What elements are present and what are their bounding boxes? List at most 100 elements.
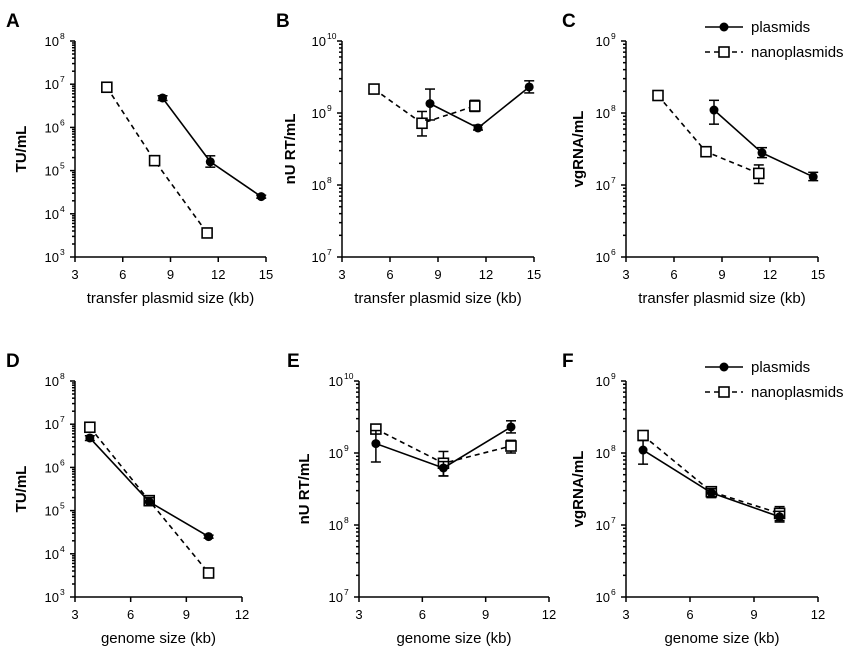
data-point-nanoplasmids <box>148 154 161 167</box>
x-tick-label: 12 <box>811 607 825 622</box>
x-tick-label: 12 <box>479 267 493 282</box>
data-point-nanoplasmids <box>752 167 765 180</box>
x-tick-label: 6 <box>670 267 677 282</box>
y-tick-exponent: 8 <box>60 371 65 381</box>
legend: plasmids nanoplasmids <box>705 359 844 401</box>
data-point-nanoplasmids <box>368 83 380 95</box>
x-axis-title: genome size (kb) <box>101 630 216 647</box>
y-tick-label: 10 <box>329 374 343 389</box>
x-axis-title: genome size (kb) <box>396 630 511 647</box>
series-line <box>713 109 814 178</box>
data-point-plasmids <box>204 532 214 542</box>
series-plasmids <box>709 99 819 182</box>
y-axis-title: TU/mL <box>13 126 30 173</box>
x-tick-label: 12 <box>542 607 556 622</box>
data-point-plasmids <box>757 148 767 158</box>
data-point-nanoplasmids <box>416 117 428 130</box>
y-tick-exponent: 4 <box>60 204 65 214</box>
series-plasmids <box>157 93 267 202</box>
series-plasmids <box>638 439 785 523</box>
panel-label: D <box>6 351 20 372</box>
y-tick-exponent: 5 <box>60 501 65 511</box>
legend: plasmids nanoplasmids <box>705 19 844 61</box>
series-line <box>642 434 780 515</box>
y-tick-label: 10 <box>596 446 610 461</box>
legend-label: plasmids <box>751 19 810 36</box>
y-tick-label: 10 <box>45 164 59 179</box>
x-tick-label: 3 <box>71 607 78 622</box>
y-axis-title: nU RT/mL <box>296 454 313 525</box>
x-tick-label: 9 <box>434 267 441 282</box>
y-tick-label: 10 <box>45 207 59 222</box>
x-tick-label: 3 <box>355 607 362 622</box>
y-tick-label: 10 <box>596 518 610 533</box>
y-tick-exponent: 7 <box>344 587 349 597</box>
series-nanoplasmids <box>652 89 765 185</box>
data-point-nanoplasmids <box>652 89 664 102</box>
legend-item-nanoplasmids: nanoplasmids <box>705 384 844 401</box>
y-tick-exponent: 6 <box>60 117 65 127</box>
y-tick-label: 10 <box>312 106 326 121</box>
y-tick-label: 10 <box>312 34 326 49</box>
y-tick-label: 10 <box>45 250 59 265</box>
y-tick-label: 10 <box>596 178 610 193</box>
x-tick-label: 6 <box>419 607 426 622</box>
y-axis-title: nU RT/mL <box>282 114 299 185</box>
legend-item-nanoplasmids: nanoplasmids <box>705 44 844 61</box>
y-tick-exponent: 10 <box>327 31 337 41</box>
y-tick-label: 10 <box>329 518 343 533</box>
y-tick-exponent: 8 <box>611 443 616 453</box>
x-tick-label: 9 <box>750 607 757 622</box>
data-point-plasmids <box>473 123 483 133</box>
series-line <box>106 86 208 234</box>
y-tick-exponent: 7 <box>611 175 616 185</box>
legend-item-plasmids: plasmids <box>705 19 810 36</box>
data-point-plasmids <box>638 445 648 455</box>
data-point-plasmids <box>158 93 168 103</box>
data-point-nanoplasmids <box>505 440 517 452</box>
data-point-plasmids <box>808 172 818 182</box>
x-tick-label: 3 <box>71 267 78 282</box>
legend-label: nanoplasmids <box>751 384 844 401</box>
data-point-plasmids <box>371 439 381 449</box>
y-tick-exponent: 8 <box>344 515 349 525</box>
x-axis-title: transfer plasmid size (kb) <box>638 290 806 307</box>
data-point-plasmids <box>144 497 154 507</box>
x-tick-label: 9 <box>718 267 725 282</box>
x-tick-label: 9 <box>167 267 174 282</box>
x-tick-label: 12 <box>211 267 225 282</box>
y-tick-label: 10 <box>45 547 59 562</box>
series-nanoplasmids <box>368 83 481 137</box>
y-tick-exponent: 9 <box>611 31 616 41</box>
data-point-nanoplasmids <box>101 81 113 94</box>
panel-label: B <box>276 11 290 32</box>
data-point-plasmids <box>205 157 215 167</box>
y-tick-label: 10 <box>596 106 610 121</box>
data-point-plasmids <box>506 422 516 432</box>
data-point-plasmids <box>85 433 95 443</box>
y-tick-label: 10 <box>329 590 343 605</box>
data-point-plasmids <box>425 99 435 109</box>
y-tick-label: 10 <box>596 34 610 49</box>
legend-label: nanoplasmids <box>751 44 844 61</box>
y-tick-label: 10 <box>45 504 59 519</box>
series-plasmids <box>84 433 214 542</box>
series-line <box>161 97 262 198</box>
y-axis-title: vgRNA/mL <box>570 111 587 188</box>
x-tick-label: 6 <box>127 607 134 622</box>
x-axis-title: transfer plasmid size (kb) <box>354 290 522 307</box>
legend-item-plasmids: plasmids <box>705 359 810 376</box>
y-tick-label: 10 <box>45 77 59 92</box>
data-point-nanoplasmids <box>700 145 712 158</box>
y-tick-exponent: 6 <box>60 457 65 467</box>
y-tick-exponent: 3 <box>60 587 65 597</box>
legend-marker <box>718 386 730 398</box>
x-tick-label: 3 <box>622 267 629 282</box>
y-tick-exponent: 6 <box>611 587 616 597</box>
series-plasmids <box>425 80 535 133</box>
y-tick-label: 10 <box>312 250 326 265</box>
y-tick-label: 10 <box>45 374 59 389</box>
x-tick-label: 9 <box>482 607 489 622</box>
